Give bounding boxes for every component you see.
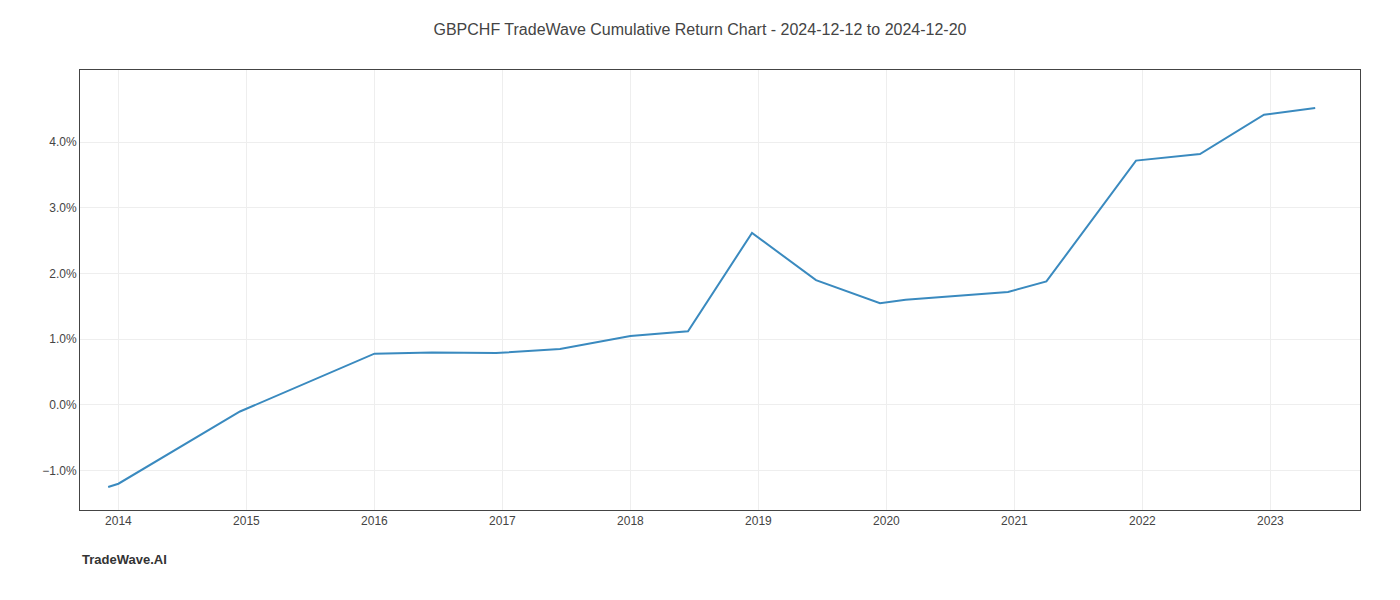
svg-text:2019: 2019 [745,514,772,528]
svg-text:2020: 2020 [873,514,900,528]
svg-text:3.0%: 3.0% [49,201,77,215]
svg-text:2022: 2022 [1129,514,1156,528]
svg-text:4.0%: 4.0% [49,135,77,149]
svg-text:2016: 2016 [361,514,388,528]
svg-text:GBPCHF TradeWave Cumulative Re: GBPCHF TradeWave Cumulative Return Chart… [434,21,967,38]
svg-text:2017: 2017 [489,514,516,528]
svg-text:2014: 2014 [105,514,132,528]
svg-text:0.0%: 0.0% [49,398,77,412]
svg-text:1.0%: 1.0% [49,332,77,346]
svg-text:2018: 2018 [617,514,644,528]
svg-text:2.0%: 2.0% [49,267,77,281]
svg-text:2021: 2021 [1001,514,1028,528]
svg-text:TradeWave.AI: TradeWave.AI [82,552,167,567]
svg-text:2023: 2023 [1257,514,1284,528]
svg-text:−1.0%: −1.0% [42,464,77,478]
svg-text:2015: 2015 [233,514,260,528]
